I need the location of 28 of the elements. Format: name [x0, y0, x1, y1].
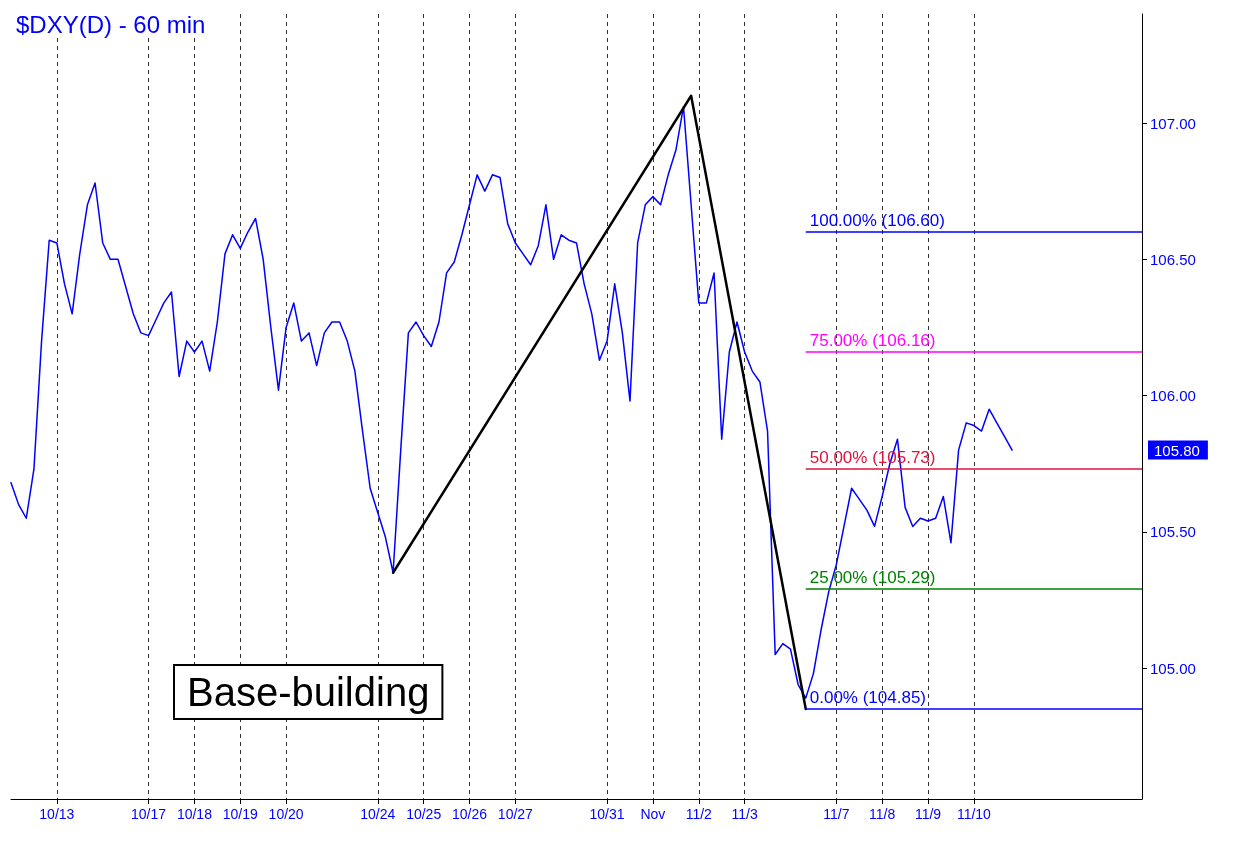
x-tick-label: 11/2	[685, 806, 713, 822]
x-tick-label: 11/8	[869, 806, 896, 822]
y-tick-label: 106.50	[1150, 250, 1196, 268]
x-tick-label: 10/31	[589, 806, 625, 822]
x-tick-label: 10/24	[360, 806, 396, 822]
x-tick-label: Nov	[640, 806, 666, 822]
x-tick-label: 11/10	[956, 806, 992, 822]
ref-line-label: 0.00% (104.85)	[809, 688, 927, 708]
chart-title: $DXY(D) - 60 min	[16, 10, 206, 38]
x-tick-label: 11/7	[823, 806, 850, 822]
x-tick-label: 10/17	[131, 806, 167, 822]
x-tick-label: 11/3	[731, 806, 758, 822]
y-tick-label: 105.50	[1150, 523, 1196, 541]
y-tick-label: 105.00	[1150, 659, 1196, 677]
ref-line-label: 75.00% (106.16)	[809, 330, 936, 350]
x-tick-label: 10/13	[39, 806, 75, 822]
x-tick-label: 10/27	[497, 806, 534, 822]
ref-line-label: 100.00% (106.60)	[809, 211, 945, 231]
x-tick-label: 10/26	[451, 806, 488, 822]
x-tick-label: 10/20	[268, 806, 304, 822]
x-tick-label: 10/18	[176, 806, 213, 822]
x-tick-label: 10/19	[222, 806, 258, 822]
y-tick-label: 107.00	[1150, 114, 1196, 132]
x-tick-label: 11/9	[914, 806, 942, 822]
annotation: Base-building	[187, 670, 430, 714]
x-tick-label: 10/25	[406, 806, 442, 822]
text: 105.80	[1154, 441, 1200, 459]
y-tick-label: 106.00	[1150, 387, 1196, 405]
